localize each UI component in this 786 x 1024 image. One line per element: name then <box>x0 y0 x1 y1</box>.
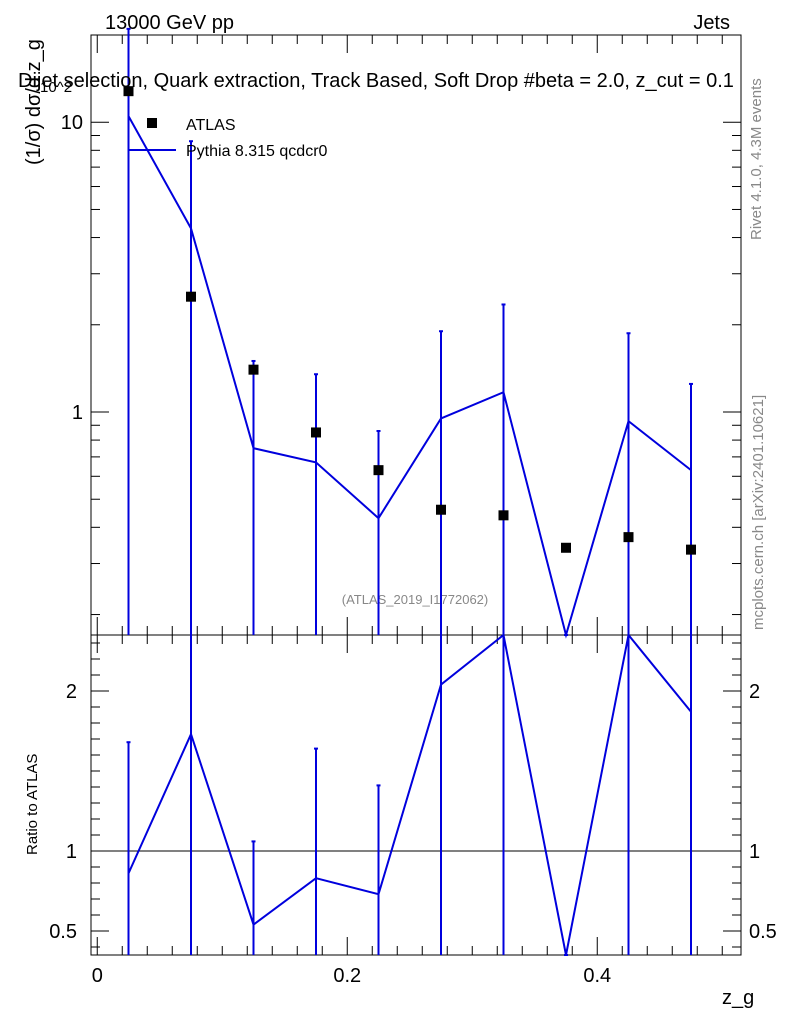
mc-error-bars <box>126 27 693 636</box>
mc-curve-main <box>127 115 692 639</box>
atlas-data-point <box>123 86 134 97</box>
ratio-y-tick-label-left: 1 <box>66 841 77 863</box>
mcplots-credit: mcplots.cern.ch [arXiv:2401.10621] <box>750 395 767 630</box>
ratio-axis-ticks: 0.5 0.5 1 1 2 2 0 0.2 0.4 <box>49 635 777 987</box>
ratio-y-tick-label-right: 2 <box>749 681 760 703</box>
legend-atlas-label: ATLAS <box>186 117 236 134</box>
atlas-data-point <box>623 532 634 543</box>
atlas-data-point <box>561 542 571 553</box>
main-y-axis-label: (1/σ) dσ/d z_g <box>23 39 45 165</box>
x-tick-label: 0.2 <box>333 965 361 987</box>
ratio-y-tick-label-right: 0.5 <box>749 921 777 943</box>
analysis-title: Dijet selection, Quark extraction, Track… <box>18 70 734 92</box>
atlas-data-point <box>311 427 321 438</box>
atlas-data-point <box>248 364 259 375</box>
atlas-data-point <box>686 544 696 555</box>
ratio-y-tick-label-right: 1 <box>749 841 760 863</box>
atlas-data-point <box>186 291 196 302</box>
energy-label: 13000 GeV pp <box>105 12 234 34</box>
atlas-data-point <box>498 510 509 521</box>
y-top-tick-label: 10^2 <box>40 79 72 96</box>
x-tick-label: 0.4 <box>583 965 611 987</box>
ratio-error-bars <box>126 635 692 956</box>
ratio-y-tick-label-left: 0.5 <box>49 921 77 943</box>
x-axis-label: z_g <box>722 987 754 1009</box>
atlas-data-point <box>373 465 384 476</box>
main-axis-ticks: 1 10 <box>61 34 741 635</box>
main-y-tick-label: 10 <box>61 112 83 134</box>
analysis-watermark: (ATLAS_2019_I1772062) <box>342 592 488 607</box>
ratio-panel-frame <box>90 634 742 956</box>
legend-atlas-marker <box>147 118 157 128</box>
ratio-y-axis-label: Ratio to ATLAS <box>24 754 41 855</box>
process-label: Jets <box>693 12 730 34</box>
legend-mc-label: Pythia 8.315 qcdcr0 <box>186 143 328 160</box>
atlas-data-point <box>436 504 446 515</box>
atlas-data-points <box>123 86 696 555</box>
rivet-version-label: Rivet 4.1.0, 4.3M events <box>748 78 765 240</box>
mc-ratio-curve <box>127 632 692 956</box>
main-y-tick-label: 1 <box>72 402 83 424</box>
x-tick-label: 0 <box>92 965 103 987</box>
ratio-y-tick-label-left: 2 <box>66 681 77 703</box>
